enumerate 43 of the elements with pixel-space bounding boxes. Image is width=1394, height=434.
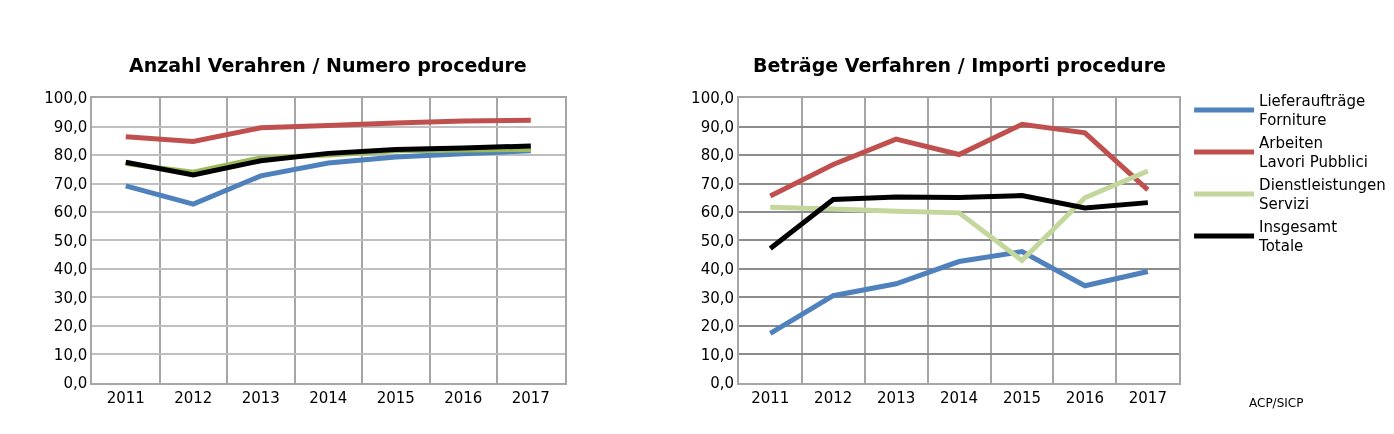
x-tick-label: 2016 [1065,388,1105,407]
x-tick-label: 2012 [174,388,213,407]
x-tick-label: 2016 [444,388,483,407]
chart-title: Beträge Verfahren / Importi procedure [753,54,1166,76]
x-tick-label: 2017 [511,388,550,407]
y-tick-label: 0,0 [63,374,88,393]
y-tick-label: 10,0 [700,345,735,364]
x-tick-label: 2015 [376,388,415,407]
y-tick-label: 100,0 [691,89,735,108]
y-tick-label: 20,0 [700,317,735,336]
x-tick-label: 2012 [814,388,853,407]
y-tick-label: 30,0 [700,288,735,307]
y-tick-label: 80,0 [53,146,88,165]
y-tick-label: 40,0 [53,260,88,279]
legend-label: Insgesamt Totale [1258,217,1338,256]
legend-label: Lieferaufträge Forniture [1259,91,1366,130]
y-tick-label: 70,0 [53,174,88,193]
x-tick-label: 2013 [877,388,916,407]
y-tick-label: 10,0 [53,345,88,364]
x-tick-label: 2014 [939,388,979,407]
y-tick-label: 50,0 [53,231,88,250]
y-tick-label: 100,0 [44,89,88,108]
y-tick-label: 90,0 [700,117,735,136]
y-tick-label: 60,0 [700,203,735,222]
y-tick-label: 20,0 [53,317,88,336]
y-tick-label: 30,0 [53,288,88,307]
x-tick-label: 2017 [1128,388,1167,407]
y-tick-label: 40,0 [700,260,735,279]
chart-title: Anzahl Verahren / Numero procedure [129,54,527,76]
x-tick-label: 2013 [241,388,280,407]
y-tick-label: 70,0 [700,174,735,193]
x-tick-label: 2011 [751,388,790,407]
text: ACP/SICP [1249,396,1304,410]
legend-label: Dienstleistungen Servizi [1259,175,1386,214]
y-tick-label: 80,0 [700,146,735,165]
y-tick-label: 50,0 [700,231,735,250]
x-tick-label: 2011 [106,388,145,407]
y-tick-label: 0,0 [710,374,735,393]
x-tick-label: 2015 [1002,388,1042,407]
legend-label: Arbeiten Lavori Pubblici [1259,133,1368,172]
y-tick-label: 60,0 [53,203,88,222]
x-tick-label: 2014 [309,388,348,407]
y-tick-label: 90,0 [53,117,88,136]
